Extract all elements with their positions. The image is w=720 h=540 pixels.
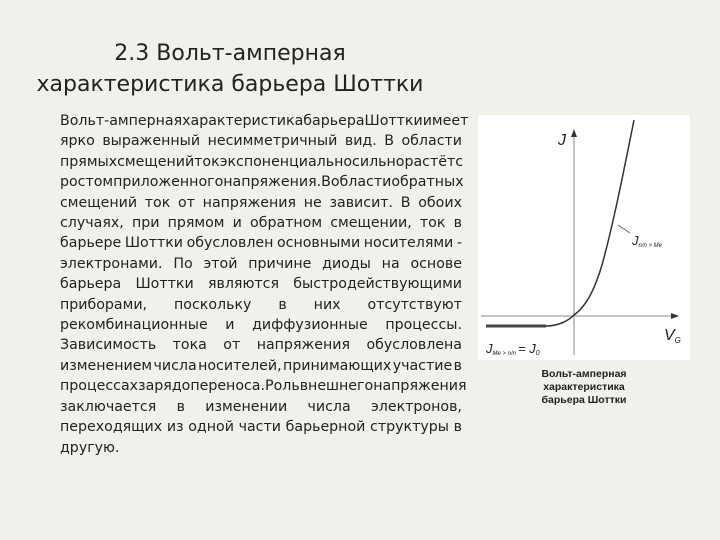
caption-line: Вольт-амперная — [541, 368, 627, 380]
title-line: 2.3 Вольт-амперная — [114, 41, 346, 66]
body-line: изменением числа носителей, принимающих учас… — [60, 357, 462, 374]
iv-characteristic-figure: J VG Jn/n > Me JMe > n/n = J0 — [478, 115, 690, 360]
body-line: рекомбинационные и диффузионные процессы. — [60, 317, 462, 334]
x-axis-label: VG — [664, 327, 681, 345]
caption-line: характеристика — [543, 381, 625, 393]
body-line: Зависимость тока от напряжения обусловлена — [60, 337, 462, 354]
body-line: другую. — [60, 439, 120, 456]
y-axis-label: J — [557, 132, 567, 149]
body-line: случаях, при прямом и обратном смещении, ток в — [60, 215, 462, 232]
iv-curve — [486, 119, 635, 327]
body-line: приборами, поскольку в них отсутствуют — [60, 296, 462, 313]
body-line: барьере Шоттки обусловлен основными носителя… — [60, 235, 462, 252]
slide-title: 2.3 Вольт-амперная характеристика барьер… — [20, 38, 440, 100]
caption-line: барьера Шоттки — [541, 394, 627, 406]
body-line: переходящих из одной части барьерной структур… — [60, 419, 462, 436]
forward-pointer — [617, 224, 631, 234]
body-line: прямых смещений ток экспоненциально сильно ра… — [60, 153, 464, 170]
body-line: заключается в изменении числа электронов, — [60, 398, 462, 415]
forward-current-label: Jn/n > Me — [631, 233, 663, 249]
body-text: Вольт-амперная характеристика барьера Шоттк… — [60, 111, 469, 458]
reverse-current-label: JMe > n/n = J0 — [485, 341, 540, 357]
figure-caption: Вольт-амперная характеристика барьера Шо… — [478, 368, 690, 407]
body-line: электронами. По этой причине диоды на основе — [60, 255, 462, 272]
title-line: характеристика барьера Шоттки — [36, 72, 424, 97]
body-line: барьера Шоттки являются быстродействующими — [60, 276, 462, 293]
body-line: процессах зарядопереноса. Роль внешнего напр… — [60, 378, 467, 395]
body-line: Вольт-амперная характеристика барьера Шоттк… — [60, 113, 469, 129]
